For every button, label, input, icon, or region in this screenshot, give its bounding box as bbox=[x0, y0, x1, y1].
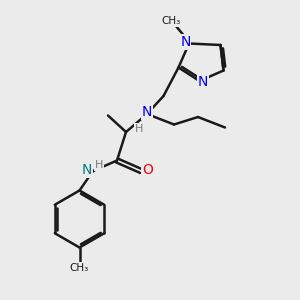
Text: N: N bbox=[142, 106, 152, 119]
Text: H: H bbox=[134, 124, 143, 134]
Text: H: H bbox=[95, 160, 103, 170]
Text: CH₃: CH₃ bbox=[161, 16, 181, 26]
Text: N: N bbox=[82, 164, 92, 177]
Text: N: N bbox=[198, 76, 208, 89]
Text: CH₃: CH₃ bbox=[70, 262, 89, 273]
Text: O: O bbox=[142, 164, 153, 177]
Text: N: N bbox=[180, 35, 190, 49]
